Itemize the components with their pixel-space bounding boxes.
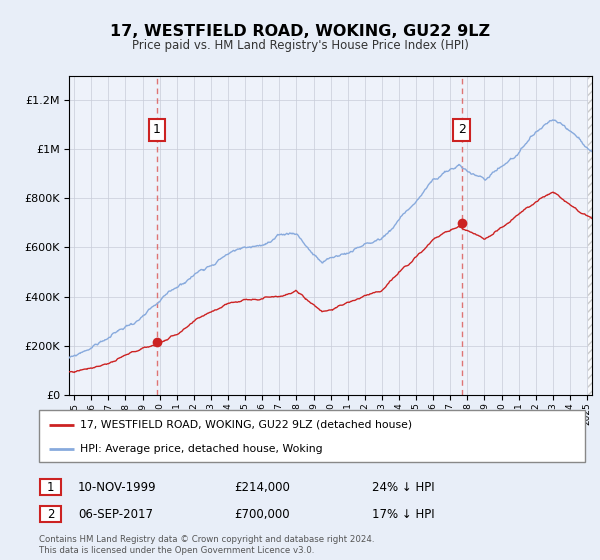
Text: 17, WESTFIELD ROAD, WOKING, GU22 9LZ (detached house): 17, WESTFIELD ROAD, WOKING, GU22 9LZ (de…	[80, 419, 412, 430]
Text: 1: 1	[153, 123, 161, 137]
Text: 2: 2	[458, 123, 466, 137]
Text: 24% ↓ HPI: 24% ↓ HPI	[372, 480, 434, 494]
Text: 17, WESTFIELD ROAD, WOKING, GU22 9LZ: 17, WESTFIELD ROAD, WOKING, GU22 9LZ	[110, 24, 490, 39]
Text: Price paid vs. HM Land Registry's House Price Index (HPI): Price paid vs. HM Land Registry's House …	[131, 39, 469, 52]
Text: 10-NOV-1999: 10-NOV-1999	[78, 480, 157, 494]
Text: Contains HM Land Registry data © Crown copyright and database right 2024.
This d: Contains HM Land Registry data © Crown c…	[39, 535, 374, 555]
Text: £214,000: £214,000	[234, 480, 290, 494]
Text: 2: 2	[47, 507, 54, 521]
Text: 17% ↓ HPI: 17% ↓ HPI	[372, 507, 434, 521]
Text: HPI: Average price, detached house, Woking: HPI: Average price, detached house, Woki…	[80, 444, 323, 454]
Text: 1: 1	[47, 480, 54, 494]
Text: £700,000: £700,000	[234, 507, 290, 521]
Text: 06-SEP-2017: 06-SEP-2017	[78, 507, 153, 521]
